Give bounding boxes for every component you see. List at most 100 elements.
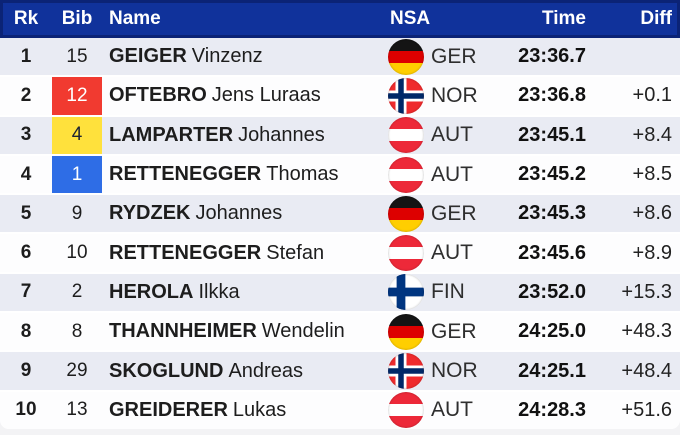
- athlete-given-name: Jens Luraas: [211, 84, 321, 107]
- time-value: 24:28.3: [518, 398, 586, 421]
- diff-value: +8.9: [632, 241, 672, 264]
- nsa-code: GER: [431, 201, 477, 225]
- nsa-code: AUT: [431, 123, 473, 147]
- table-row: 1 15 GEIGER Vinzenz GER 23:36.7: [0, 38, 680, 78]
- table-row: 7 2 HEROLA Ilkka FIN 23:52.0 +15.3: [0, 273, 680, 314]
- header-bib: Bib: [61, 8, 93, 29]
- bib-value: 15: [66, 45, 88, 67]
- country-flag-icon: [388, 313, 424, 350]
- diff-value: +48.3: [621, 320, 672, 343]
- rank-value: 3: [20, 124, 32, 146]
- athlete-name: RETTENEGGER Thomas: [102, 163, 384, 186]
- rank-value: 6: [20, 242, 32, 264]
- table-row: 9 29 SKOGLUND Andreas NOR 24:25.1 +48.4: [0, 352, 680, 392]
- time-value: 23:45.2: [518, 163, 586, 186]
- athlete-given-name: Andreas: [228, 359, 303, 382]
- athlete-given-name: Johannes: [195, 202, 283, 225]
- bib-value: 9: [71, 202, 83, 224]
- header-nsa: NSA: [390, 8, 431, 29]
- nsa-cell: AUT: [384, 117, 502, 154]
- country-flag-icon: [388, 156, 424, 193]
- athlete-given-name: Stefan: [266, 241, 325, 264]
- athlete-given-name: Lukas: [232, 398, 287, 421]
- nsa-code: AUT: [431, 241, 473, 265]
- table-row: 2 12 OFTEBRO Jens Luraas NOR 23:36.8 +0.1: [0, 77, 680, 117]
- bib-value: 13: [66, 399, 88, 421]
- nsa-code: GER: [431, 319, 477, 343]
- table-row: 10 13 GREIDERER Lukas AUT 24:28.3 +51.6: [0, 391, 680, 429]
- rank-value: 5: [20, 202, 32, 224]
- bib-value: 29: [66, 360, 88, 382]
- bib-value: 10: [66, 242, 88, 264]
- time-value: 23:52.0: [518, 280, 586, 303]
- country-flag-icon: [388, 117, 424, 154]
- nsa-code: NOR: [431, 359, 478, 383]
- athlete-surname: THANNHEIMER: [109, 320, 257, 343]
- athlete-surname: RETTENEGGER: [109, 163, 262, 186]
- athlete-name: SKOGLUND Andreas: [102, 360, 384, 383]
- bib-value: 1: [52, 155, 102, 194]
- time-value: 23:36.8: [518, 84, 586, 107]
- athlete-surname: SKOGLUND: [109, 359, 224, 382]
- rank-value: 1: [20, 45, 32, 67]
- time-value: 23:45.1: [518, 123, 586, 146]
- rank-value: 4: [20, 163, 32, 185]
- diff-value: +15.3: [621, 280, 672, 303]
- rank-value: 8: [20, 320, 32, 342]
- athlete-given-name: Johannes: [238, 123, 325, 146]
- table-row: 8 8 THANNHEIMER Wendelin GER 24:25.0 +48.…: [0, 313, 680, 353]
- diff-value: +51.6: [621, 398, 672, 421]
- table-row: 4 1 RETTENEGGER Thomas AUT 23:45.2 +8.5: [0, 155, 680, 196]
- table-row: 6 10 RETTENEGGER Stefan AUT 23:45.6 +8.9: [0, 234, 680, 274]
- athlete-name: HEROLA Ilkka: [102, 281, 384, 304]
- nsa-cell: NOR: [384, 77, 502, 114]
- nsa-code: GER: [431, 44, 477, 68]
- athlete-surname: RETTENEGGER: [109, 241, 262, 264]
- athlete-surname: HEROLA: [109, 280, 194, 303]
- time-value: 23:45.3: [518, 202, 586, 225]
- time-value: 24:25.0: [518, 320, 586, 343]
- athlete-surname: GEIGER: [109, 45, 187, 68]
- athlete-name: GREIDERER Lukas: [102, 399, 384, 422]
- athlete-given-name: Wendelin: [261, 320, 345, 343]
- nsa-cell: AUT: [384, 156, 502, 193]
- bib-value: 2: [71, 281, 83, 303]
- country-flag-icon: [388, 195, 424, 232]
- athlete-surname: LAMPARTER: [109, 123, 234, 146]
- athlete-name: GEIGER Vinzenz: [102, 45, 384, 68]
- diff-value: +0.1: [632, 84, 672, 107]
- athlete-surname: OFTEBRO: [109, 84, 207, 107]
- table-row: 5 9 RYDZEK Johannes GER 23:45.3 +8.6: [0, 195, 680, 235]
- bib-value: 8: [71, 320, 83, 342]
- nsa-cell: GER: [384, 38, 502, 75]
- nsa-cell: AUT: [384, 392, 502, 429]
- header-time: Time: [541, 8, 586, 29]
- rank-value: 10: [15, 399, 37, 421]
- athlete-surname: RYDZEK: [109, 202, 191, 225]
- athlete-given-name: Thomas: [266, 163, 339, 186]
- time-value: 23:45.6: [518, 241, 586, 264]
- athlete-name: RYDZEK Johannes: [102, 202, 384, 225]
- nsa-cell: AUT: [384, 235, 502, 272]
- nsa-code: AUT: [431, 398, 473, 422]
- rank-value: 9: [20, 360, 32, 382]
- time-value: 23:36.7: [518, 45, 586, 68]
- table-row: 3 4 LAMPARTER Johannes AUT 23:45.1 +8.4: [0, 116, 680, 156]
- nsa-code: NOR: [431, 83, 478, 107]
- country-flag-icon: [388, 392, 424, 429]
- rank-value: 2: [20, 84, 32, 106]
- table-body: 1 15 GEIGER Vinzenz GER 23:36.7 2 12 OFTE…: [0, 38, 680, 429]
- nsa-cell: GER: [384, 313, 502, 350]
- nsa-code: FIN: [431, 280, 465, 304]
- time-value: 24:25.1: [518, 359, 586, 382]
- header-diff: Diff: [640, 8, 672, 29]
- nsa-cell: FIN: [384, 274, 502, 311]
- athlete-given-name: Ilkka: [198, 280, 240, 303]
- nsa-cell: NOR: [384, 353, 502, 390]
- diff-value: +8.4: [632, 123, 672, 146]
- country-flag-icon: [388, 353, 424, 390]
- athlete-surname: GREIDERER: [109, 398, 228, 421]
- country-flag-icon: [388, 77, 424, 114]
- country-flag-icon: [388, 235, 424, 272]
